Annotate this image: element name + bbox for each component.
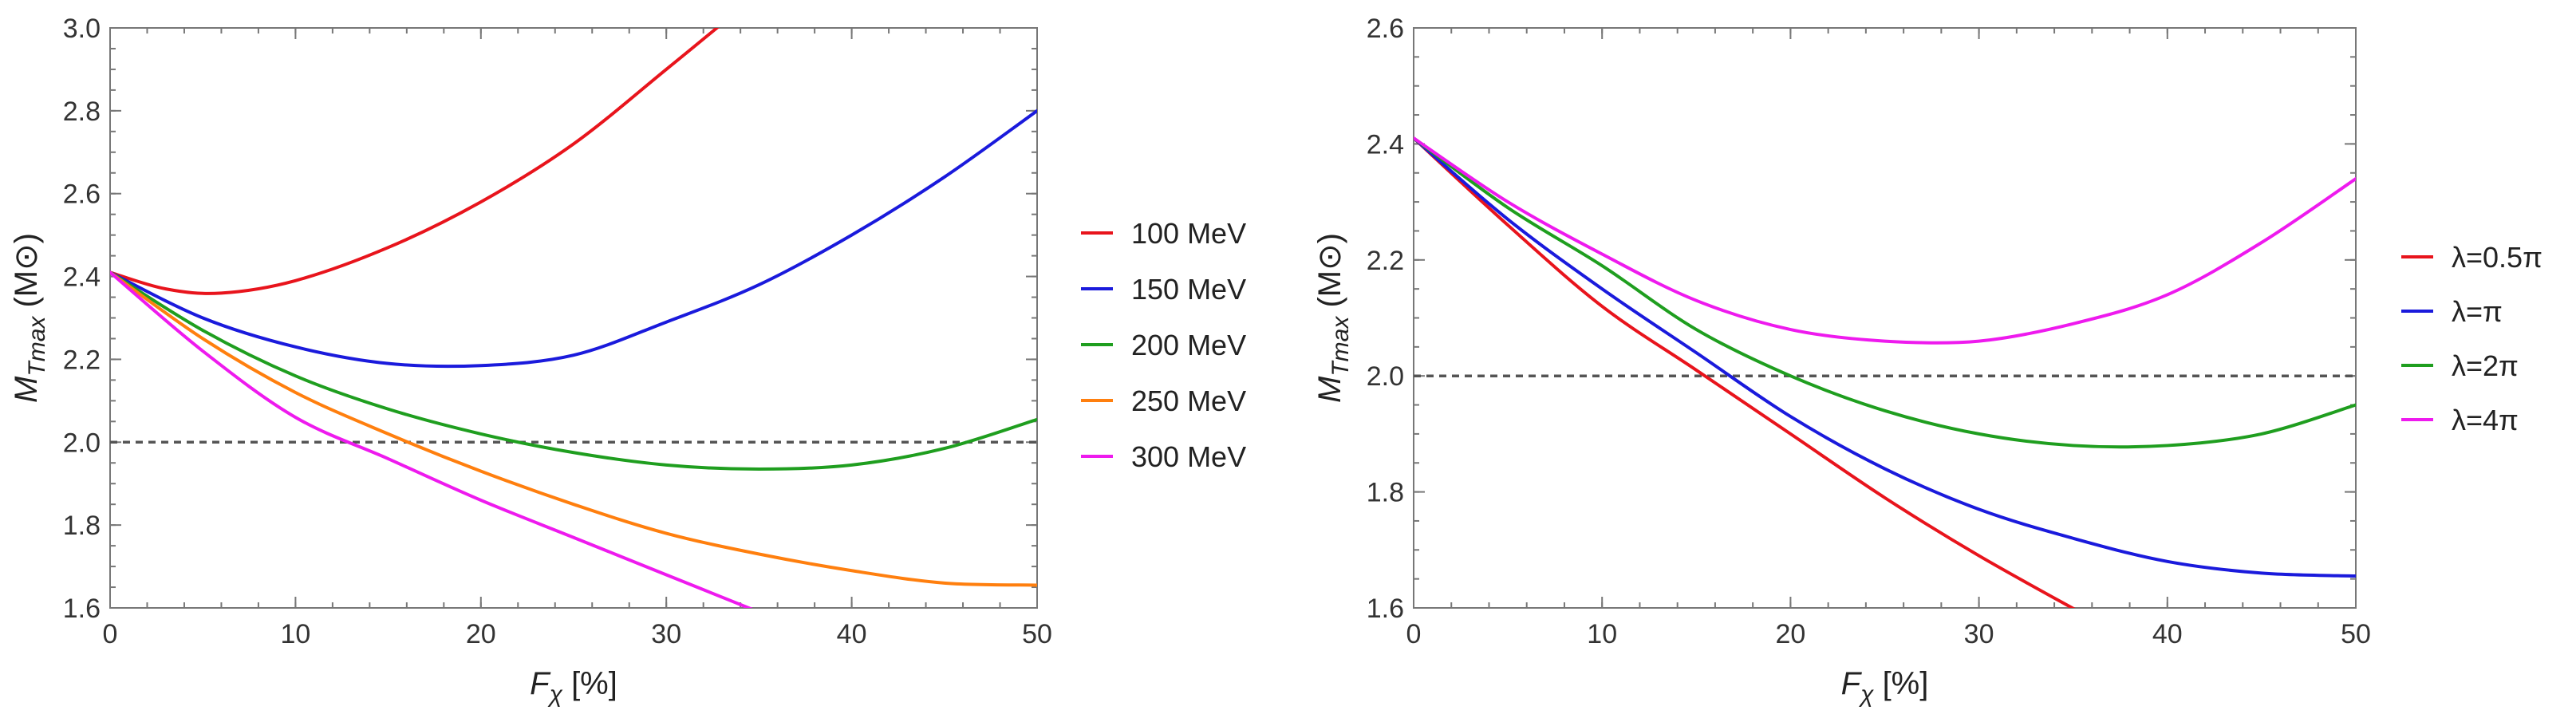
y-tick-label: 2.4 xyxy=(63,262,101,293)
x-tick-label: 10 xyxy=(280,619,310,649)
y-tick-label: 1.6 xyxy=(63,594,101,624)
legend-label-3: 200 MeV xyxy=(1131,329,1246,361)
y-tick-label: 2.2 xyxy=(63,345,101,375)
chart-panel-1: 0 10 20 30 40 50 1.6 1.8 2.0 2.2 2.4 2.6 2.8 3.0 Fχ [%… xyxy=(9,14,1246,708)
x-axis-label: Fχ [%] xyxy=(530,666,617,708)
x-tick-label: 20 xyxy=(1775,619,1805,649)
legend-label-3: λ=2π xyxy=(2452,349,2519,382)
legend-label-5: 300 MeV xyxy=(1131,440,1246,473)
series-line-4 xyxy=(110,270,1037,587)
y-tick-label: 2.0 xyxy=(63,428,101,458)
series-line-3 xyxy=(110,270,1037,471)
x-tick-label: 10 xyxy=(1587,619,1617,649)
legend-label-4: 250 MeV xyxy=(1131,385,1246,417)
series-line-3 xyxy=(1414,136,2356,449)
y-tick-label: 3.0 xyxy=(63,14,101,44)
y-tick-label: 1.6 xyxy=(1367,594,1404,624)
plot-frame xyxy=(1413,27,2357,609)
legend-label-4: λ=4π xyxy=(2452,404,2519,436)
series-line-1 xyxy=(1414,136,2076,608)
x-tick-label: 30 xyxy=(1964,619,1994,649)
chart-panel-2: 0 10 20 30 40 50 1.6 1.8 2.0 2.2 2.4 2.6 Fχ [%] MTmax… xyxy=(1312,14,2542,708)
y-tick-label: 1.8 xyxy=(63,511,101,541)
y-tick-label: 1.8 xyxy=(1367,478,1404,508)
series-line-1 xyxy=(110,28,720,295)
y-tick-label: 2.4 xyxy=(1367,129,1404,160)
x-tick-label: 50 xyxy=(2341,619,2371,649)
legend-label-2: λ=π xyxy=(2452,295,2503,328)
series-line-2 xyxy=(1414,136,2356,578)
x-tick-label: 0 xyxy=(1406,619,1422,649)
legend-label-2: 150 MeV xyxy=(1131,273,1246,306)
y-axis-label: MTmax (M⊙) xyxy=(1312,233,1354,403)
y-tick-label: 2.0 xyxy=(1367,361,1404,392)
y-tick-label: 2.2 xyxy=(1367,246,1404,276)
series-line-4 xyxy=(1414,136,2356,345)
legend-label-1: λ=0.5π xyxy=(2452,241,2542,274)
x-tick-label: 40 xyxy=(837,619,867,649)
x-tick-label: 50 xyxy=(1022,619,1052,649)
x-tick-label: 30 xyxy=(651,619,681,649)
y-tick-label: 2.6 xyxy=(1367,14,1404,44)
x-tick-label: 20 xyxy=(466,619,496,649)
x-axis-label: Fχ [%] xyxy=(1841,666,1929,708)
y-tick-label: 2.8 xyxy=(63,97,101,127)
x-tick-label: 40 xyxy=(2152,619,2183,649)
legend-label-1: 100 MeV xyxy=(1131,217,1246,250)
series-line-5 xyxy=(110,270,753,608)
series-line-2 xyxy=(110,108,1037,369)
y-axis-label: MTmax (M⊙) xyxy=(9,233,50,403)
plot-frame xyxy=(109,27,1038,609)
y-tick-label: 2.6 xyxy=(63,180,101,210)
x-tick-label: 0 xyxy=(103,619,118,649)
